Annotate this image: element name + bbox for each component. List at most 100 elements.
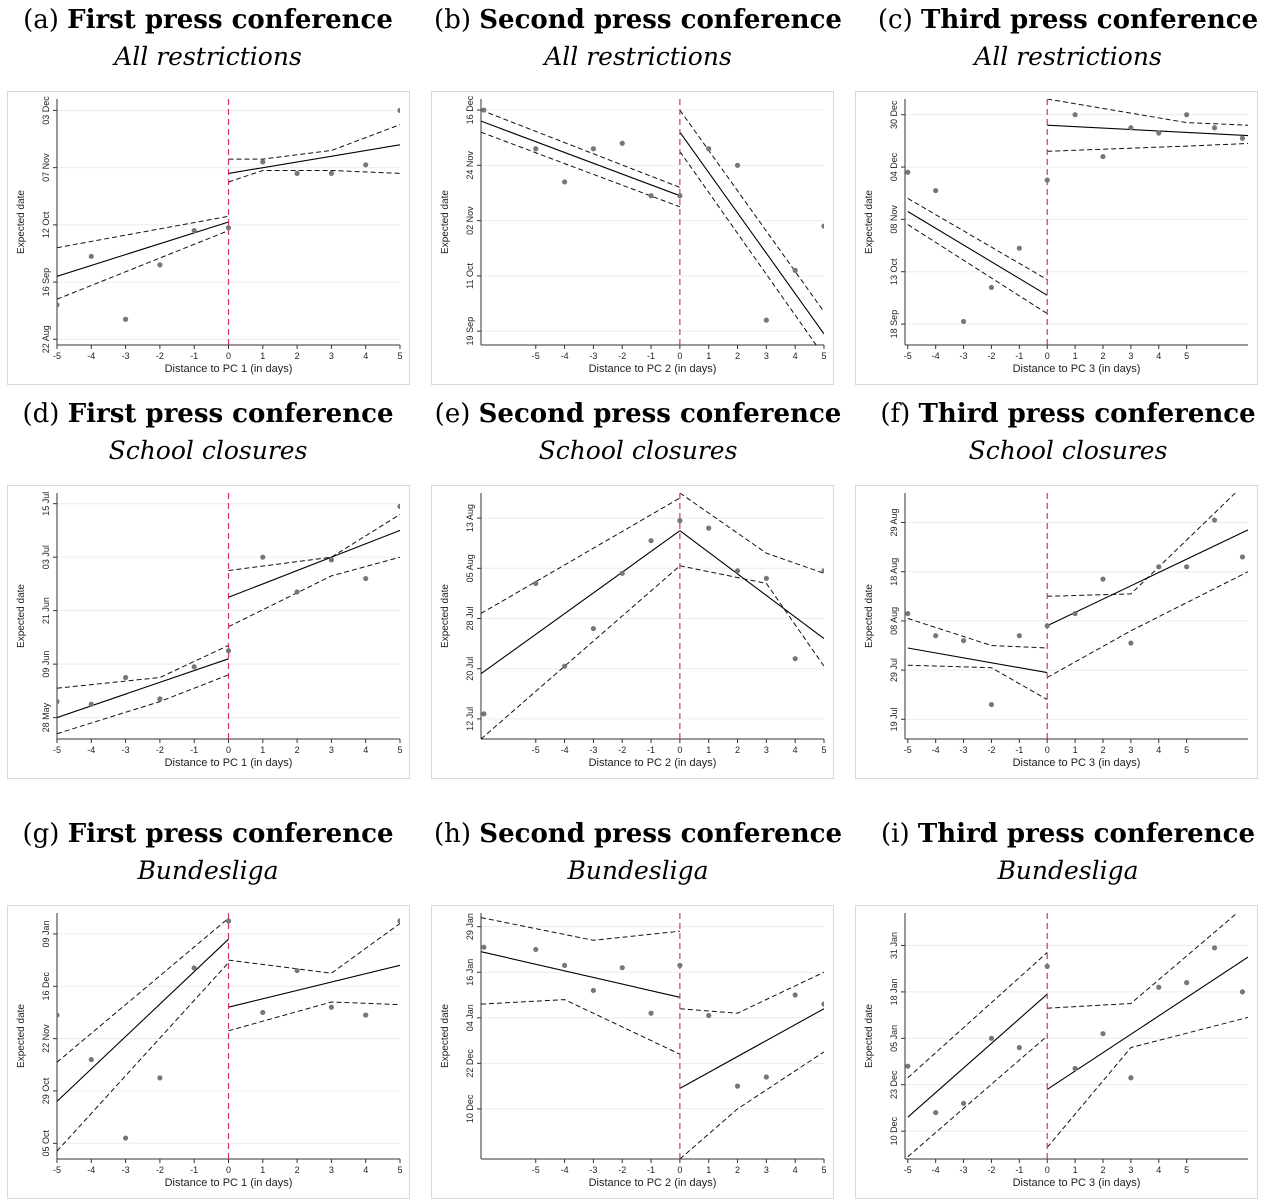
y-tick-label: 10 Dec <box>889 1116 899 1145</box>
x-tick-label: 0 <box>226 1165 231 1175</box>
plot-area <box>57 493 400 739</box>
data-point <box>363 162 369 168</box>
y-axis-label: Expected date <box>864 190 875 254</box>
data-point <box>960 1100 967 1106</box>
chart-frame <box>855 485 1258 779</box>
x-tick-label: 2 <box>295 1165 300 1175</box>
fit-line-post <box>1046 956 1248 1090</box>
panel-title-d: (d) First press conference <box>0 398 428 430</box>
x-axis-label: Distance to PC 2 (in days) <box>589 1177 717 1189</box>
data-point <box>734 1083 741 1089</box>
data-point <box>561 962 568 968</box>
panel-title-a: (a) First press conference <box>0 4 428 36</box>
plot-area <box>481 493 824 739</box>
x-tick-label: 1 <box>260 745 265 755</box>
data-point <box>619 140 625 146</box>
panel-title-text: First press conference <box>67 399 394 429</box>
y-tick-label: 05 Oct <box>41 1130 51 1157</box>
data-point <box>1072 1065 1078 1072</box>
panel-title-i: (i) Third press conference <box>848 818 1271 850</box>
panel-title-text: First press conference <box>67 5 393 35</box>
panel-title-c: (c) Third press conference <box>848 4 1271 36</box>
data-point <box>481 944 487 950</box>
x-tick-label: 2 <box>295 351 300 361</box>
data-point <box>260 159 266 165</box>
fit-line-pre <box>481 951 681 998</box>
chart-a: 22 Aug 16 Sep 12 Oct 07 Nov 03 Dec Expected d… <box>7 91 410 385</box>
x-tick-label: -2 <box>618 351 626 361</box>
y-tick-label: 20 Jul <box>465 657 475 681</box>
x-tick-label: -3 <box>960 351 968 361</box>
ci-line-pre <box>481 999 681 1055</box>
y-tick-label: 15 Jul <box>41 492 51 516</box>
y-tick-label: 19 Sep <box>465 317 475 346</box>
data-point <box>328 557 334 563</box>
fit-line-post <box>679 131 824 335</box>
y-tick-label: 22 Aug <box>41 325 51 353</box>
x-tick-label: 2 <box>295 745 300 755</box>
panel-title-f: (f) Third press conference <box>848 398 1271 430</box>
x-tick-label: 5 <box>1184 351 1189 361</box>
x-axis-label: Distance to PC 1 (in days) <box>165 363 293 375</box>
x-tick-label: 0 <box>1045 1165 1050 1175</box>
data-point <box>988 284 995 291</box>
ci-line-pre <box>57 962 229 1152</box>
x-tick-label: -4 <box>561 351 569 361</box>
data-point <box>481 107 487 113</box>
data-point <box>648 193 654 199</box>
y-tick-label: 10 Dec <box>465 1094 475 1123</box>
y-tick-label: 13 Aug <box>465 504 475 532</box>
y-tick-label: 18 Aug <box>889 558 899 586</box>
chart-b: 19 Sep 11 Oct 02 Nov 24 Nov 16 Dec Expected d… <box>431 91 834 385</box>
y-tick-label: 08 Aug <box>889 607 899 635</box>
panel-subtitle-f: School closures <box>968 436 1168 465</box>
y-tick-label: 09 Jan <box>41 920 51 947</box>
data-point <box>260 1009 266 1016</box>
data-point <box>57 302 60 308</box>
data-point <box>792 992 798 998</box>
fit-line-pre <box>907 993 1048 1118</box>
x-tick-label: -3 <box>122 351 130 361</box>
data-point <box>1184 564 1190 570</box>
ci-line-post <box>228 556 400 628</box>
data-point <box>294 967 300 974</box>
chart-frame <box>7 485 410 779</box>
ci-line-pre <box>57 674 229 735</box>
fit-line-post <box>679 530 824 640</box>
data-point <box>1072 610 1078 617</box>
chart-i: 10 Dec 23 Dec 05 Jan 18 Jan 31 Jan Expected d… <box>855 905 1258 1199</box>
x-tick-label: 5 <box>397 1165 402 1175</box>
chart-e: 12 Jul 20 Jul 28 Jul 05 Aug 13 Aug Expected d… <box>431 485 834 779</box>
fit-line-pre <box>57 658 229 719</box>
chart-h: 10 Dec 22 Dec 04 Jan 16 Jan 29 Jan Expected d… <box>431 905 834 1199</box>
x-tick-label: 5 <box>397 745 402 755</box>
x-tick-label: 0 <box>226 351 231 361</box>
x-tick-label: 4 <box>793 745 798 755</box>
data-point <box>960 638 967 644</box>
x-axis-label: Distance to PC 2 (in days) <box>589 757 717 769</box>
fit-line-post <box>228 144 400 174</box>
y-tick-label: 23 Dec <box>889 1070 899 1099</box>
data-point <box>821 568 824 574</box>
data-point <box>123 674 129 681</box>
data-point <box>1016 245 1022 251</box>
ci-line-pre <box>907 664 1048 701</box>
plot-area <box>481 913 824 1159</box>
y-tick-label: 12 Oct <box>41 211 51 238</box>
ci-line-post <box>228 1001 400 1032</box>
x-tick-label: 0 <box>226 745 231 755</box>
panel-title-text: Second press conference <box>478 399 842 429</box>
x-tick-label: -3 <box>122 1165 130 1175</box>
data-point <box>619 965 625 971</box>
data-point <box>294 589 300 595</box>
data-point <box>905 1063 911 1069</box>
plot-area <box>905 99 1248 345</box>
x-tick-label: 4 <box>363 351 368 361</box>
data-point <box>157 696 163 702</box>
x-tick-label: 1 <box>260 351 265 361</box>
data-point <box>88 701 94 707</box>
chart-f: 19 Jul 29 Jul 08 Aug 18 Aug 29 Aug Expected d… <box>855 485 1258 779</box>
y-tick-label: 13 Oct <box>889 258 899 285</box>
ci-line-pre <box>57 644 229 689</box>
ci-line-pre <box>57 917 229 1063</box>
